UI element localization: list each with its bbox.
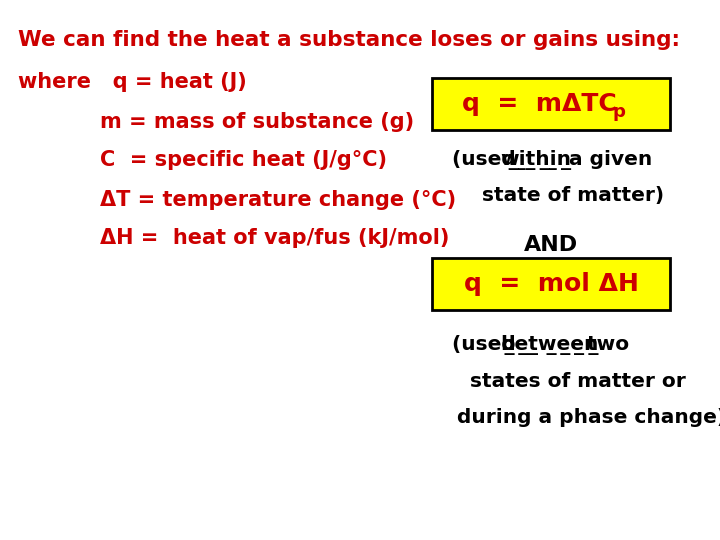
Text: where   q = heat (J): where q = heat (J)	[18, 72, 247, 92]
Text: q  =  mol ΔH: q = mol ΔH	[464, 272, 639, 296]
FancyBboxPatch shape	[432, 258, 670, 310]
Text: C  = specific heat (J/g°C): C = specific heat (J/g°C)	[100, 150, 387, 170]
Text: q  =  mΔTC: q = mΔTC	[462, 92, 616, 116]
FancyBboxPatch shape	[432, 78, 670, 130]
Text: (used: (used	[452, 150, 523, 169]
Text: during a phase change): during a phase change)	[457, 408, 720, 427]
Text: ΔH =  heat of vap/fus (kJ/mol): ΔH = heat of vap/fus (kJ/mol)	[100, 228, 449, 248]
Text: AND: AND	[524, 235, 578, 255]
Text: We can find the heat a substance loses or gains using:: We can find the heat a substance loses o…	[18, 30, 680, 50]
Text: states of matter or: states of matter or	[470, 372, 685, 391]
Text: b̲e̲t̲w̲e̲e̲n̲: b̲e̲t̲w̲e̲e̲n̲	[500, 335, 598, 355]
Text: state of matter): state of matter)	[482, 186, 664, 205]
Text: m = mass of substance (g): m = mass of substance (g)	[100, 112, 414, 132]
Text: p: p	[613, 103, 626, 121]
Text: ΔT = temperature change (°C): ΔT = temperature change (°C)	[100, 190, 456, 210]
Text: two: two	[580, 335, 629, 354]
Text: (used: (used	[452, 335, 523, 354]
Text: w̲i̲t̲h̲i̲n̲: w̲i̲t̲h̲i̲n̲	[500, 150, 571, 170]
Text: a given: a given	[562, 150, 652, 169]
